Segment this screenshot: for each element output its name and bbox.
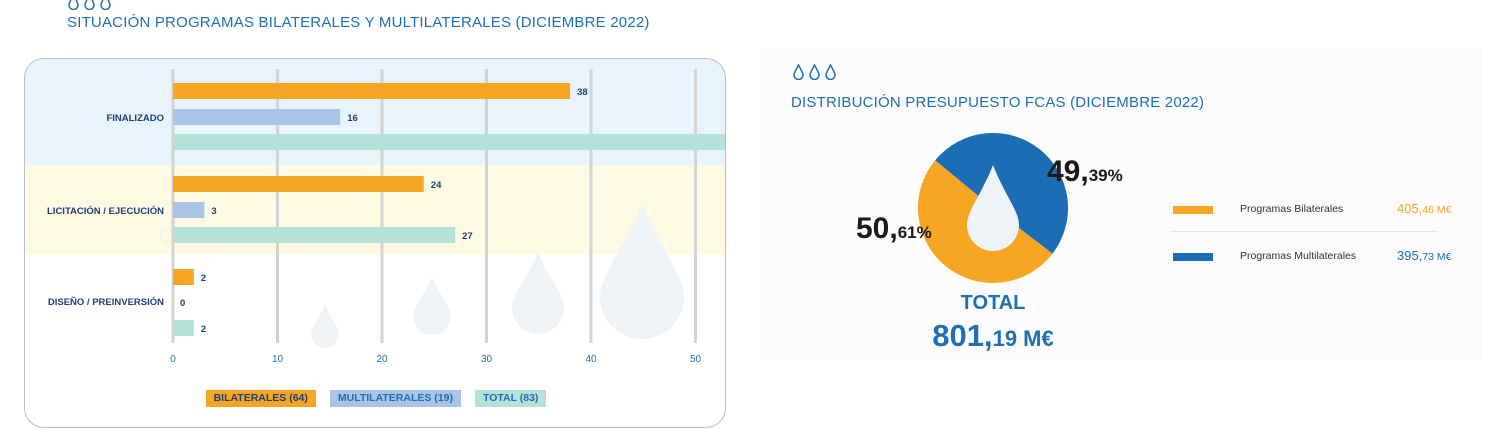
pct-multilaterales-int: 49, xyxy=(1047,155,1089,188)
legend-value-dec: 73 M€ xyxy=(1422,251,1452,263)
bar xyxy=(173,269,194,285)
water-drop-icon xyxy=(600,204,684,339)
legend-value-dec: 46 M€ xyxy=(1422,204,1452,216)
legend-value-int: 405, xyxy=(1397,201,1423,216)
bar-value-label: 2 xyxy=(201,324,206,335)
pct-multilaterales: 49,39% xyxy=(1047,155,1123,189)
bar-value-label: 0 xyxy=(180,298,185,309)
bar-value-label: 16 xyxy=(347,113,358,124)
bar xyxy=(173,83,571,99)
legend-name: Programas Bilaterales xyxy=(1240,203,1344,215)
budget-panel xyxy=(760,48,1482,360)
water-drop-icon xyxy=(967,165,1019,251)
legend-item: MULTILATERALES (19) xyxy=(329,390,461,407)
bar-value-label: 38 xyxy=(577,87,588,98)
water-drops-icon xyxy=(792,64,837,80)
category-label: LICITACIÓN / EJECUCIÓN xyxy=(47,205,164,217)
bar-chart: 38242163054272FINALIZADOLICITACIÓN / EJE… xyxy=(25,59,725,365)
bar-value-label: 3 xyxy=(211,206,216,217)
bar-value-label: 27 xyxy=(462,231,473,242)
category-label: FINALIZADO xyxy=(106,113,164,124)
x-tick-label: 40 xyxy=(585,354,597,365)
x-tick-label: 10 xyxy=(272,354,284,365)
legend-swatch xyxy=(1173,253,1213,261)
x-tick-label: 0 xyxy=(170,354,176,365)
pie-chart xyxy=(918,133,1068,283)
pct-bilaterales: 50,61% xyxy=(856,212,932,246)
legend-swatch xyxy=(1173,206,1213,214)
legend-divider xyxy=(1170,231,1438,232)
legend-row-bilaterales: Programas Bilaterales 405,46 M€ xyxy=(1173,201,1453,221)
chart-title: SITUACIÓN PROGRAMAS BILATERALES Y MULTIL… xyxy=(67,14,650,31)
x-tick-label: 20 xyxy=(376,354,388,365)
bar xyxy=(173,320,194,336)
total-value-dec: 19 M€ xyxy=(992,326,1054,351)
total-value-int: 801, xyxy=(932,318,993,353)
pct-bilaterales-dec: 61% xyxy=(897,223,932,242)
bar-value-label: 2 xyxy=(201,273,206,284)
category-label: DISEÑO / PREINVERSIÓN xyxy=(48,296,164,308)
bar-value-label: 24 xyxy=(431,180,442,191)
bar xyxy=(173,227,456,243)
bar xyxy=(173,109,341,125)
total-value: 801,19 M€ xyxy=(893,318,1093,354)
legend-value: 405,46 M€ xyxy=(1397,201,1452,216)
legend-value-int: 395, xyxy=(1397,248,1423,263)
total-label: TOTAL xyxy=(960,292,1026,314)
chart-legend: BILATERALES (64) MULTILATERALES (19) TOTAL… xyxy=(25,390,725,407)
x-tick-label: 30 xyxy=(481,354,493,365)
legend-name: Programas Multilaterales xyxy=(1240,250,1357,262)
legend-row-multilaterales: Programas Multilaterales 395,73 M€ xyxy=(1173,248,1453,268)
pct-multilaterales-dec: 39% xyxy=(1088,166,1123,185)
bar xyxy=(173,202,205,218)
water-drops-icon xyxy=(67,0,112,10)
x-tick-label: 50 xyxy=(690,354,702,365)
bar xyxy=(173,134,725,150)
legend-item: BILATERALES (64) xyxy=(205,390,316,407)
water-drop-icon xyxy=(512,252,564,334)
bar xyxy=(173,176,424,192)
water-drop-icon xyxy=(311,304,339,348)
water-drop-icon xyxy=(413,277,451,335)
legend-value: 395,73 M€ xyxy=(1397,248,1452,263)
budget-title: DISTRIBUCIÓN PRESUPUESTO FCAS (DICIEMBRE… xyxy=(791,94,1205,111)
pct-bilaterales-int: 50, xyxy=(856,212,898,245)
legend-item: TOTAL (83) xyxy=(474,390,547,407)
bar-chart-panel: 38242163054272FINALIZADOLICITACIÓN / EJE… xyxy=(24,58,726,428)
